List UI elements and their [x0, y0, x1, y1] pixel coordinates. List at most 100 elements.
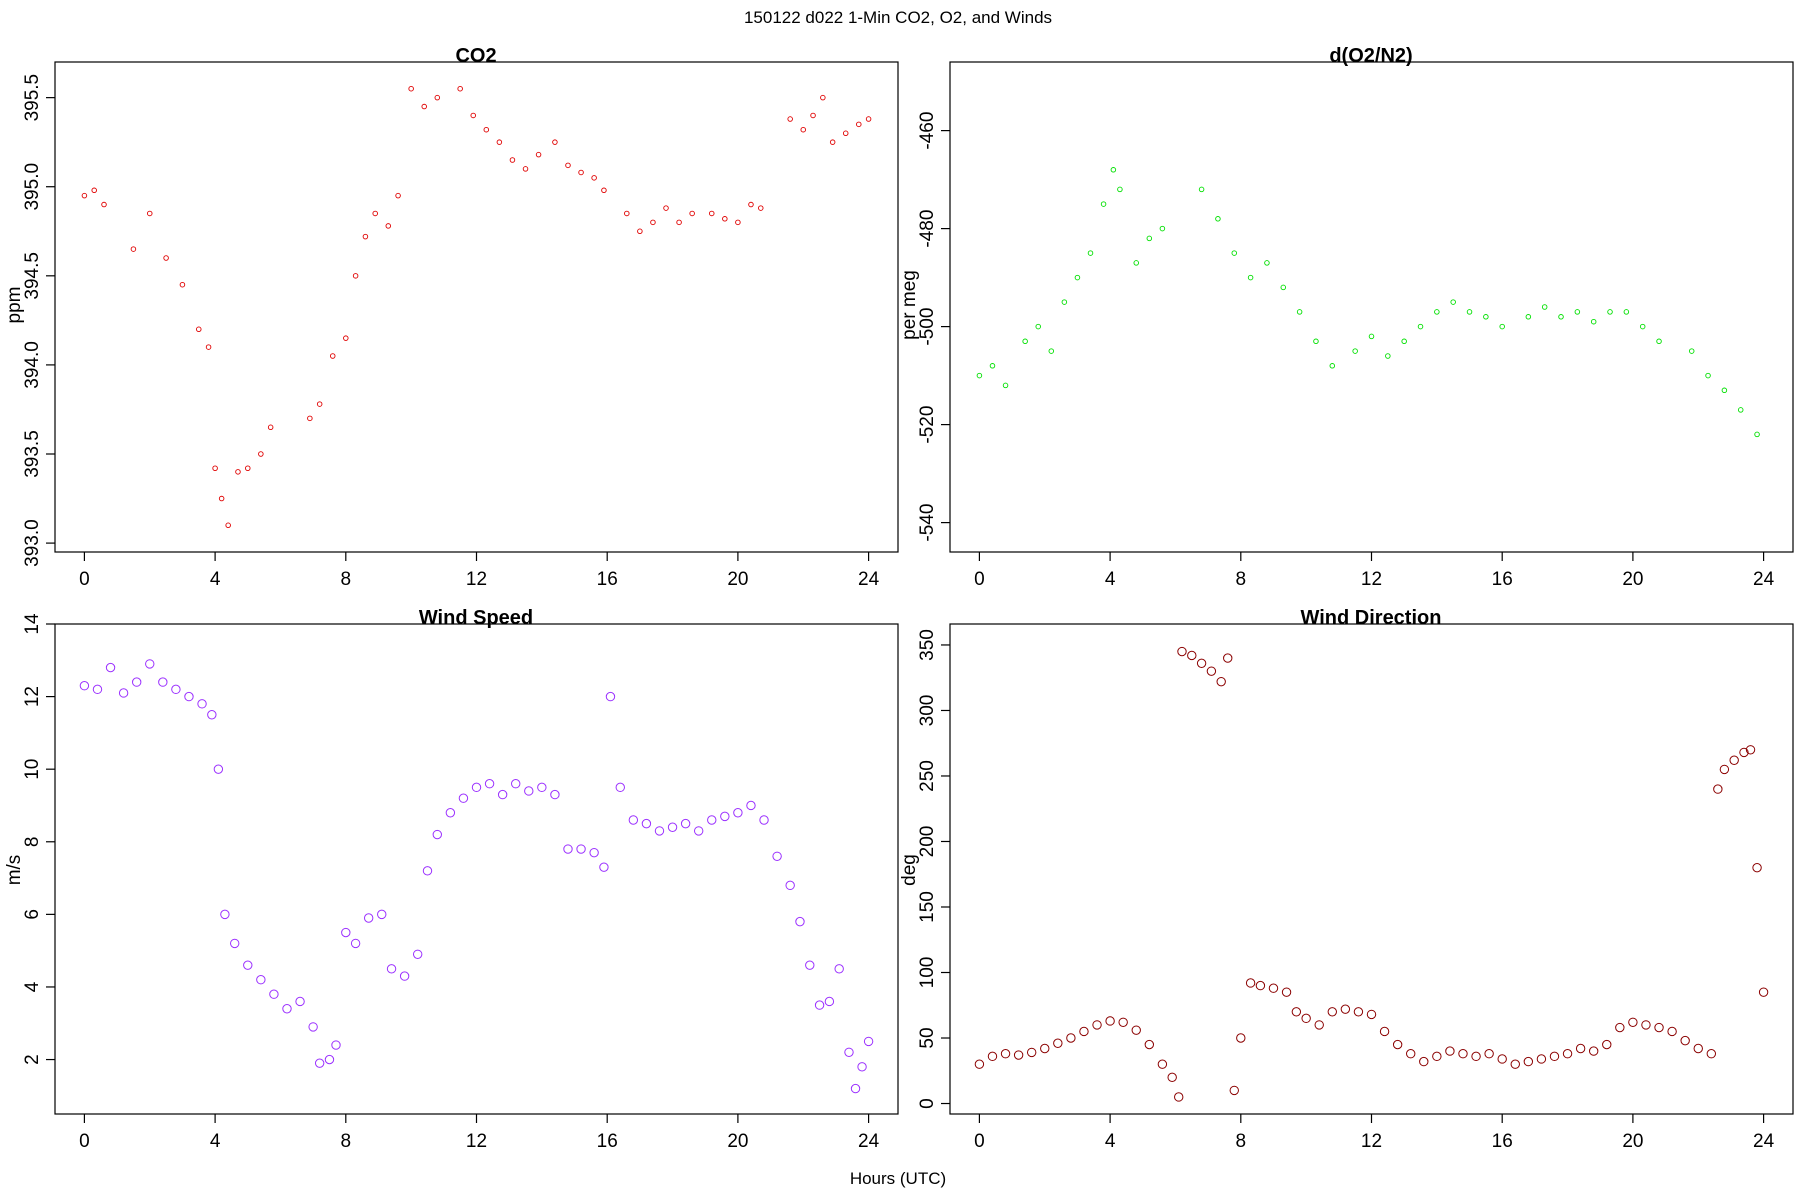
co2-point: [522, 166, 529, 172]
wind-speed-point: [563, 844, 573, 854]
wind-direction-y-tick-label: 100: [917, 957, 938, 989]
wind-direction-point: [1053, 1038, 1063, 1048]
wind-direction-point: [1729, 755, 1739, 765]
wind-direction-x-tick-label: 4: [1105, 1131, 1116, 1152]
wind-speed-point: [230, 938, 240, 949]
o2n2-point: [1385, 353, 1391, 359]
wind-direction-point: [1432, 1051, 1442, 1062]
co2-point: [470, 112, 476, 119]
co2-point: [163, 255, 169, 261]
wind-speed-point: [605, 691, 616, 702]
wind-speed-point: [386, 964, 397, 974]
wind-direction-point: [1667, 1026, 1677, 1037]
wind-speed-point: [256, 975, 266, 985]
wind-speed-point: [693, 826, 704, 836]
co2-point: [196, 326, 202, 333]
wind-direction-point: [1706, 1049, 1717, 1059]
wind-direction-y-axis-label: deg: [899, 854, 920, 886]
wind-direction-point: [1105, 1016, 1115, 1026]
wind-speed-panel-title: Wind Speed: [419, 607, 533, 629]
wind-speed-point: [243, 960, 253, 970]
co2-x-tick-label: 12: [466, 569, 487, 590]
wind-direction-x-tick-label: 16: [1492, 1131, 1513, 1152]
wind-direction-point: [1602, 1039, 1612, 1050]
wind-speed-point: [458, 793, 469, 803]
wind-direction-point: [1719, 764, 1730, 775]
o2n2-y-tick-label: -540: [917, 504, 938, 542]
wind-speed-point: [422, 866, 433, 876]
wind-speed-point: [667, 822, 678, 832]
wind-speed-point: [550, 789, 560, 800]
wind-speed-point: [805, 960, 815, 970]
wind-direction-point: [1157, 1059, 1168, 1069]
wind-speed-point: [720, 811, 730, 822]
co2-point: [91, 187, 97, 194]
o2n2-point: [1401, 338, 1407, 345]
wind-direction-point: [1510, 1059, 1520, 1069]
o2n2-panel-title: d(O2/N2): [1329, 45, 1412, 67]
wind-speed-point: [445, 808, 456, 818]
wind-speed-point: [772, 851, 782, 861]
o2n2-point: [1525, 314, 1532, 320]
wind-direction-point: [1745, 745, 1756, 755]
wind-direction-plot-frame: [949, 623, 1794, 1115]
wind-direction-point: [1167, 1072, 1177, 1083]
wind-direction-x-tick-label: 20: [1622, 1131, 1643, 1152]
wind-speed-point: [471, 782, 482, 793]
o2n2-point: [1466, 309, 1473, 315]
wind-direction-point: [1713, 784, 1723, 794]
co2-point: [329, 353, 336, 359]
co2-point: [130, 246, 137, 252]
co2-point: [787, 116, 793, 122]
o2n2-point: [1296, 309, 1303, 315]
wind-direction-point: [1628, 1017, 1638, 1027]
wind-direction-x-tick-label: 12: [1361, 1131, 1382, 1152]
o2n2-point: [1146, 235, 1153, 242]
wind-speed-point: [863, 1036, 874, 1047]
wind-speed-y-tick-label: 14: [22, 613, 43, 635]
co2-point: [235, 469, 241, 475]
wind-direction-point: [1549, 1051, 1560, 1062]
co2-point: [689, 210, 695, 217]
wind-speed-point: [341, 927, 351, 938]
wind-direction-point: [1066, 1033, 1076, 1043]
o2n2-point: [1450, 299, 1456, 305]
wind-direction-y-tick-label: 50: [917, 1027, 938, 1048]
o2n2-point: [1100, 201, 1107, 207]
co2-point: [591, 175, 597, 181]
wind-direction-point: [1040, 1043, 1050, 1054]
o2n2-point: [1705, 372, 1711, 379]
wind-direction-point: [1379, 1026, 1390, 1037]
wind-direction-point: [1340, 1004, 1351, 1014]
co2-point: [307, 415, 313, 422]
wind-speed-point: [497, 789, 508, 800]
o2n2-point: [1074, 274, 1081, 281]
o2n2-point: [1002, 382, 1009, 389]
o2n2-point: [1231, 250, 1238, 256]
o2n2-point: [989, 363, 996, 369]
wind-speed-point: [207, 710, 217, 720]
o2n2-point: [1541, 304, 1548, 310]
wind-direction-point: [1693, 1043, 1703, 1054]
o2n2-point: [1368, 333, 1375, 340]
o2n2-point: [1087, 250, 1094, 256]
o2n2-point: [976, 372, 983, 379]
wind-speed-point: [105, 662, 116, 673]
wind-speed-x-tick-label: 0: [79, 1131, 90, 1152]
wind-speed-x-tick-label: 24: [858, 1131, 880, 1152]
wind-speed-x-tick-label: 16: [597, 1131, 618, 1152]
co2-x-tick-label: 8: [341, 569, 352, 590]
wind-speed-point: [131, 677, 142, 687]
o2n2-point: [1434, 309, 1440, 315]
wind-direction-point: [1229, 1085, 1239, 1096]
o2n2-y-tick-label: -500: [917, 308, 938, 346]
wind-speed-point: [399, 971, 410, 981]
wind-speed-y-tick-label: 12: [22, 686, 43, 707]
wind-speed-point: [213, 764, 224, 774]
wind-speed-point: [599, 862, 609, 872]
co2-point: [225, 522, 231, 529]
co2-point: [842, 130, 849, 137]
wind-direction-point: [974, 1059, 985, 1069]
o2n2-point: [1417, 323, 1424, 330]
wind-direction-x-tick-label: 24: [1753, 1131, 1775, 1152]
